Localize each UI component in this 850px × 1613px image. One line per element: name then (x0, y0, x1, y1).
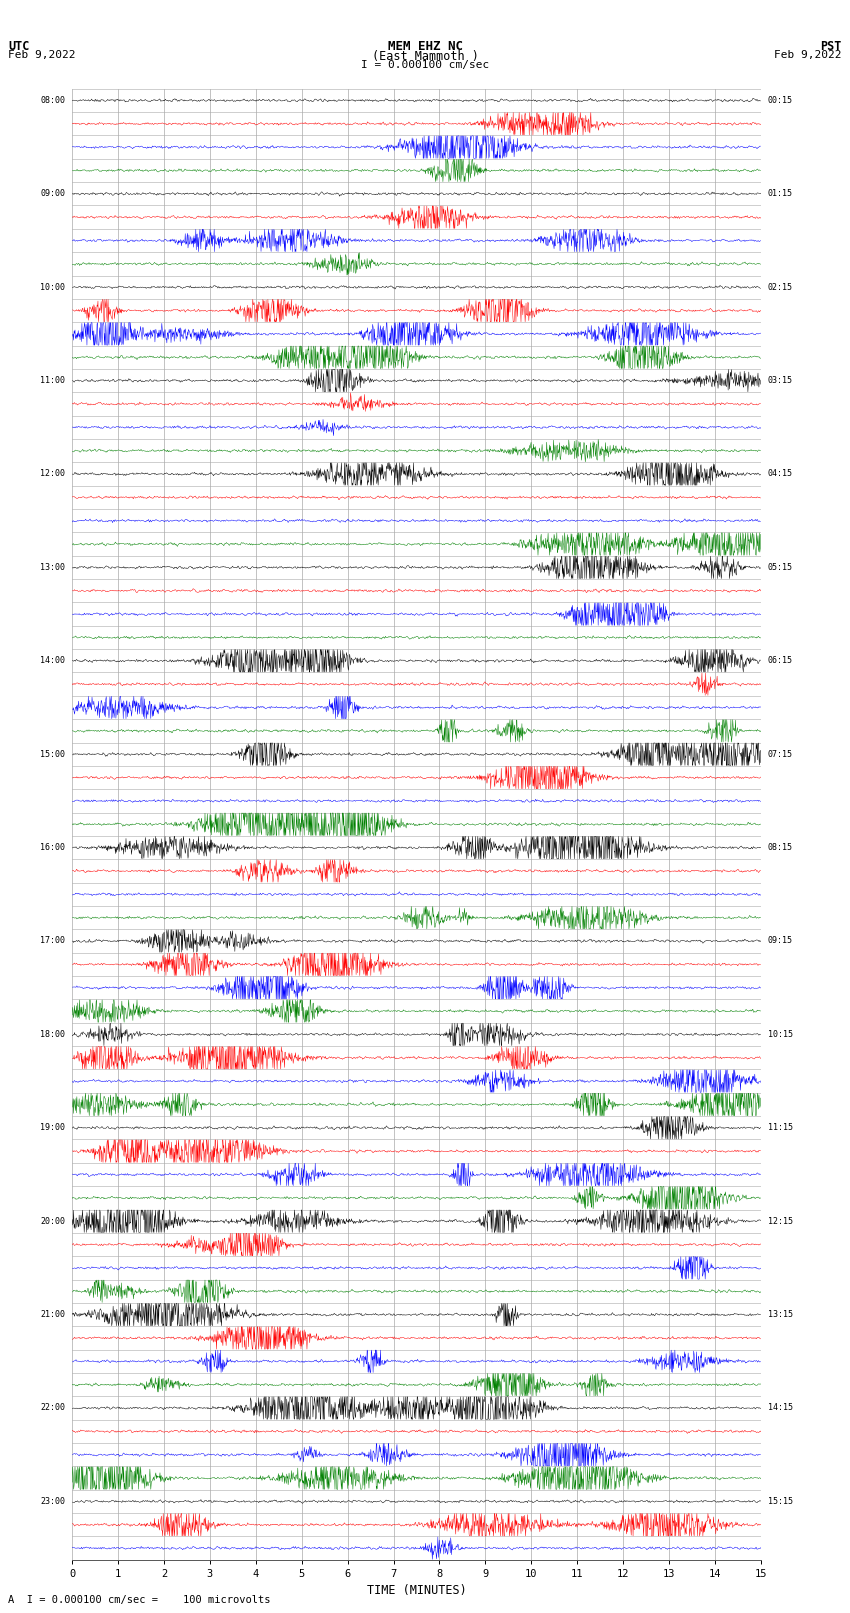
X-axis label: TIME (MINUTES): TIME (MINUTES) (366, 1584, 467, 1597)
Text: PST: PST (820, 40, 842, 53)
Text: 10:15: 10:15 (768, 1029, 793, 1039)
Text: 22:00: 22:00 (40, 1403, 65, 1413)
Text: 08:00: 08:00 (40, 95, 65, 105)
Text: Feb 9,2022: Feb 9,2022 (774, 50, 842, 60)
Text: Feb 9,2022: Feb 9,2022 (8, 50, 76, 60)
Text: 06:15: 06:15 (768, 656, 793, 665)
Text: 21:00: 21:00 (40, 1310, 65, 1319)
Text: UTC: UTC (8, 40, 30, 53)
Text: 12:15: 12:15 (768, 1216, 793, 1226)
Text: 04:15: 04:15 (768, 469, 793, 479)
Text: 09:15: 09:15 (768, 937, 793, 945)
Text: 13:00: 13:00 (40, 563, 65, 573)
Text: 11:15: 11:15 (768, 1123, 793, 1132)
Text: 07:15: 07:15 (768, 750, 793, 758)
Text: 12:00: 12:00 (40, 469, 65, 479)
Text: 20:00: 20:00 (40, 1216, 65, 1226)
Text: 14:00: 14:00 (40, 656, 65, 665)
Text: 15:00: 15:00 (40, 750, 65, 758)
Text: 18:00: 18:00 (40, 1029, 65, 1039)
Text: 15:15: 15:15 (768, 1497, 793, 1507)
Text: 23:00: 23:00 (40, 1497, 65, 1507)
Text: 13:15: 13:15 (768, 1310, 793, 1319)
Text: 00:15: 00:15 (768, 95, 793, 105)
Text: 08:15: 08:15 (768, 844, 793, 852)
Text: A  I = 0.000100 cm/sec =    100 microvolts: A I = 0.000100 cm/sec = 100 microvolts (8, 1595, 271, 1605)
Text: 16:00: 16:00 (40, 844, 65, 852)
Text: (East Mammoth ): (East Mammoth ) (371, 50, 479, 63)
Text: 14:15: 14:15 (768, 1403, 793, 1413)
Text: 19:00: 19:00 (40, 1123, 65, 1132)
Text: 09:00: 09:00 (40, 189, 65, 198)
Text: MEM EHZ NC: MEM EHZ NC (388, 40, 462, 53)
Text: 02:15: 02:15 (768, 282, 793, 292)
Text: 17:00: 17:00 (40, 937, 65, 945)
Text: 11:00: 11:00 (40, 376, 65, 386)
Text: 10:00: 10:00 (40, 282, 65, 292)
Text: I = 0.000100 cm/sec: I = 0.000100 cm/sec (361, 60, 489, 69)
Text: 01:15: 01:15 (768, 189, 793, 198)
Text: 03:15: 03:15 (768, 376, 793, 386)
Text: 05:15: 05:15 (768, 563, 793, 573)
